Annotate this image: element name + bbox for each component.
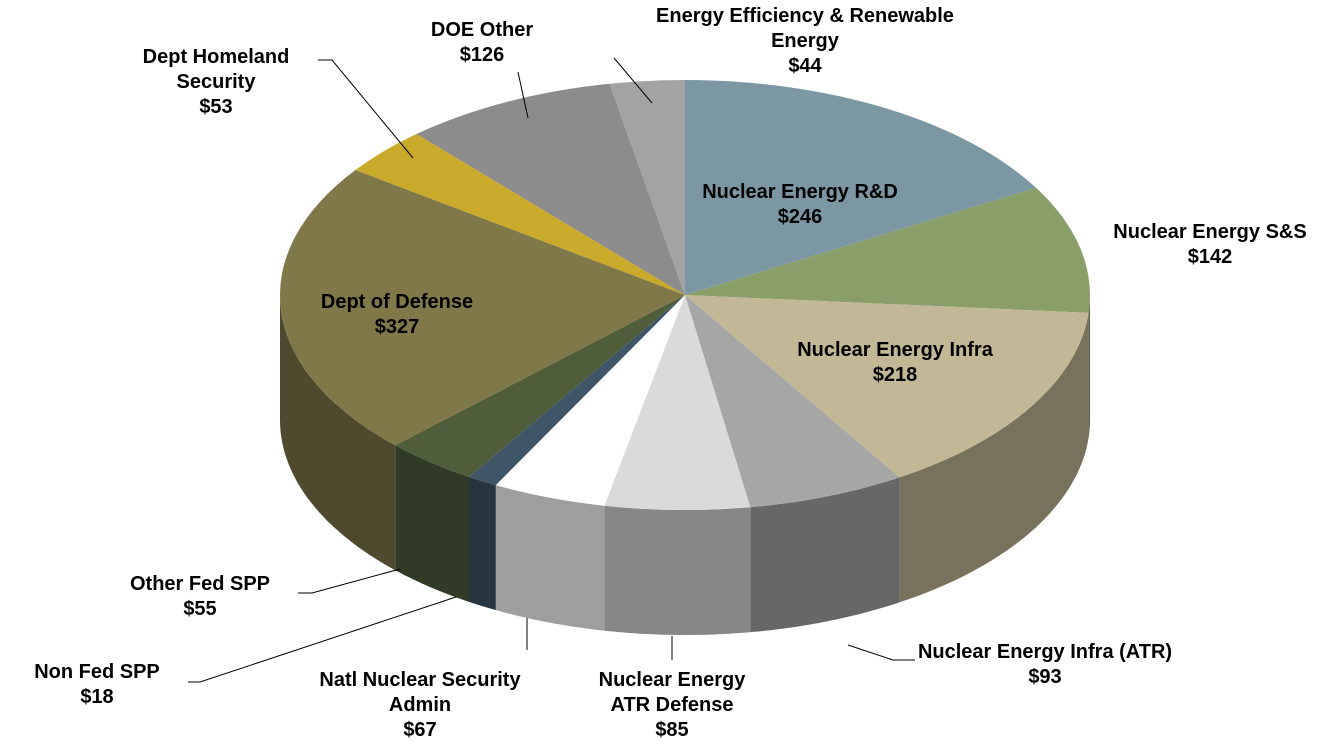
slice-label: Nuclear Energy R&D $246 — [650, 180, 950, 230]
slice — [685, 295, 1089, 478]
slice-side — [899, 312, 1089, 603]
slice — [685, 187, 1090, 313]
slice-side — [280, 295, 396, 571]
slice — [468, 295, 685, 486]
label-value: $126 — [459, 44, 505, 66]
slice-label: Dept of Defense $327 — [272, 290, 522, 340]
label-value: $93 — [1028, 666, 1062, 688]
slice — [685, 295, 900, 508]
slice-label: Non Fed SPP $18 — [0, 660, 197, 710]
slice-label: Dept Homeland Security $53 — [111, 45, 321, 120]
label-name: Nuclear Energy ATR Defense — [598, 669, 746, 716]
label-name: Nuclear Energy R&D — [702, 181, 898, 203]
slice-side — [1088, 295, 1090, 438]
label-name: Other Fed SPP — [129, 573, 271, 595]
label-value: $18 — [80, 686, 114, 708]
slice-side — [750, 477, 900, 633]
slice-label: Energy Efficiency & Renewable Energy $44 — [655, 4, 955, 79]
slice-side — [495, 485, 605, 631]
label-value: $142 — [1187, 246, 1233, 268]
slice-label: Nuclear Energy Infra (ATR) $93 — [910, 640, 1180, 690]
label-name: Dept of Defense — [320, 291, 474, 313]
label-value: $246 — [777, 206, 823, 228]
slice — [355, 134, 685, 295]
slice-label: Natl Nuclear Security Admin $67 — [310, 668, 530, 743]
label-value: $55 — [183, 598, 217, 620]
leader-line — [298, 568, 401, 594]
label-value: $327 — [374, 316, 420, 338]
slice-label: Nuclear Energy ATR Defense $85 — [577, 668, 767, 743]
label-name: Natl Nuclear Security Admin — [319, 669, 521, 716]
label-name: Nuclear Energy Infra (ATR) — [917, 641, 1173, 663]
label-value: $53 — [199, 96, 233, 118]
slice — [609, 80, 685, 295]
label-value: $67 — [403, 719, 437, 741]
label-name: Dept Homeland Security — [142, 46, 290, 93]
label-name: Nuclear Energy Infra — [797, 339, 993, 361]
slice — [495, 295, 685, 506]
slice-label: Other Fed SPP $55 — [90, 572, 310, 622]
slice-label: DOE Other $126 — [407, 18, 557, 68]
leader-line — [613, 57, 653, 104]
leader-line — [318, 59, 414, 159]
leader-line — [517, 71, 529, 119]
slice-side — [604, 505, 751, 635]
label-name: Energy Efficiency & Renewable Energy — [656, 5, 954, 52]
label-value: $44 — [788, 55, 822, 77]
slice — [685, 80, 1037, 295]
slice-side — [395, 445, 469, 602]
label-name: DOE Other — [430, 19, 534, 41]
label-value: $218 — [872, 364, 918, 386]
leader-line — [847, 644, 915, 661]
label-value: $85 — [655, 719, 689, 741]
slice-label: Nuclear Energy S&S $142 — [1060, 220, 1334, 270]
leader-line — [188, 596, 457, 683]
slice — [280, 170, 685, 446]
slice — [416, 83, 685, 295]
slice-side — [469, 476, 496, 611]
slice — [604, 295, 751, 511]
label-name: Non Fed SPP — [34, 661, 160, 683]
slice-label: Nuclear Energy Infra $218 — [745, 338, 1045, 388]
label-name: Nuclear Energy S&S — [1113, 221, 1307, 243]
slice — [395, 295, 685, 477]
